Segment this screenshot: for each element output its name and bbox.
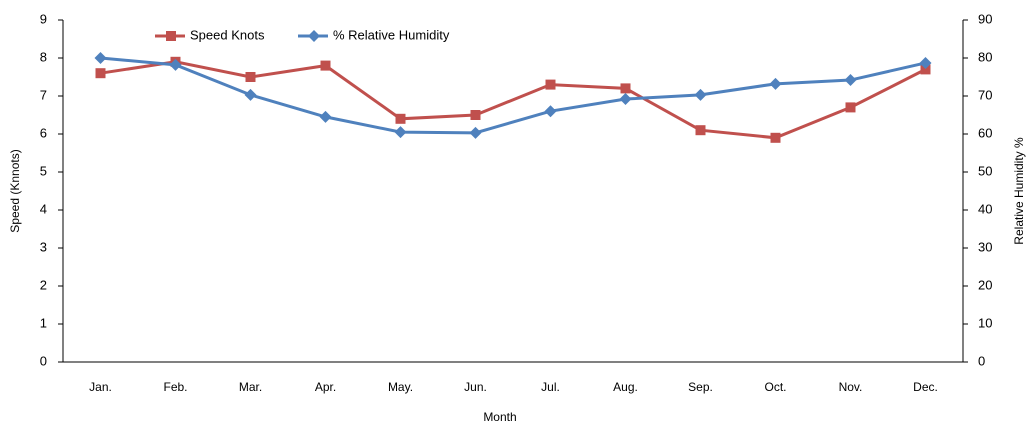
x-tick-label: Sep. (688, 380, 713, 394)
data-point (95, 68, 106, 79)
y-tick-label: 8 (40, 49, 47, 64)
y2-tick-label: 10 (978, 315, 992, 330)
data-point (244, 88, 257, 101)
data-point (245, 72, 256, 82)
data-point (94, 52, 107, 64)
x-tick-label: Apr. (315, 380, 336, 394)
data-point (920, 64, 931, 75)
x-tick-label: Feb. (163, 380, 187, 394)
y-tick-label: 4 (40, 201, 47, 216)
x-tick-label: Oct. (764, 380, 786, 394)
y-tick-label: 0 (40, 353, 47, 368)
x-tick-label: Jul. (541, 380, 560, 394)
legend-marker (166, 31, 176, 41)
legend-marker (308, 30, 320, 42)
x-axis-title: Month (483, 410, 516, 424)
series-line (100, 60, 927, 140)
y2-tick-label: 60 (978, 125, 992, 140)
y2-tick-label: 20 (978, 277, 992, 292)
y-tick-label: 3 (40, 239, 47, 254)
data-point (545, 79, 556, 90)
x-tick-label: Aug. (613, 380, 638, 394)
data-point (394, 126, 407, 139)
data-point (769, 77, 782, 90)
y2-tick-label: 40 (978, 201, 992, 216)
y-tick-label: 5 (40, 163, 47, 178)
data-point (919, 56, 932, 69)
x-tick-label: Mar. (239, 380, 262, 394)
y-axis-title: Speed (Knnots) (8, 149, 22, 232)
x-tick-label: Jan. (89, 380, 112, 394)
y-tick-label: 2 (40, 277, 47, 292)
data-point (470, 110, 481, 120)
y2-tick-label: 0 (978, 353, 985, 368)
y-tick-label: 7 (40, 87, 47, 102)
data-point (695, 125, 706, 136)
data-point (320, 60, 331, 71)
y2-tick-label: 30 (978, 239, 992, 254)
y2-tick-label: 70 (978, 87, 992, 102)
x-tick-label: Nov. (839, 380, 863, 394)
y2-tick-label: 90 (978, 11, 992, 26)
y2-tick-label: 50 (978, 163, 992, 178)
data-point (620, 83, 631, 94)
data-point (844, 74, 857, 87)
series-line (100, 56, 926, 135)
x-tick-label: May. (388, 380, 413, 394)
data-point (694, 88, 707, 101)
data-point (845, 102, 856, 113)
y-tick-label: 6 (40, 125, 47, 140)
data-point (469, 126, 482, 139)
data-point (395, 113, 406, 124)
y2-tick-label: 80 (978, 49, 992, 64)
data-point (319, 110, 332, 123)
y-tick-label: 9 (40, 11, 47, 26)
data-point (619, 93, 632, 106)
legend-label: % Relative Humidity (333, 27, 450, 42)
data-point (770, 132, 781, 143)
legend-label: Speed Knots (190, 27, 265, 42)
x-tick-label: Jun. (464, 380, 487, 394)
data-point (544, 105, 557, 118)
x-tick-label: Dec. (913, 380, 938, 394)
y2-axis-title: Relative Humidity % (1012, 137, 1026, 245)
y-tick-label: 1 (40, 315, 47, 330)
data-point (169, 58, 182, 71)
